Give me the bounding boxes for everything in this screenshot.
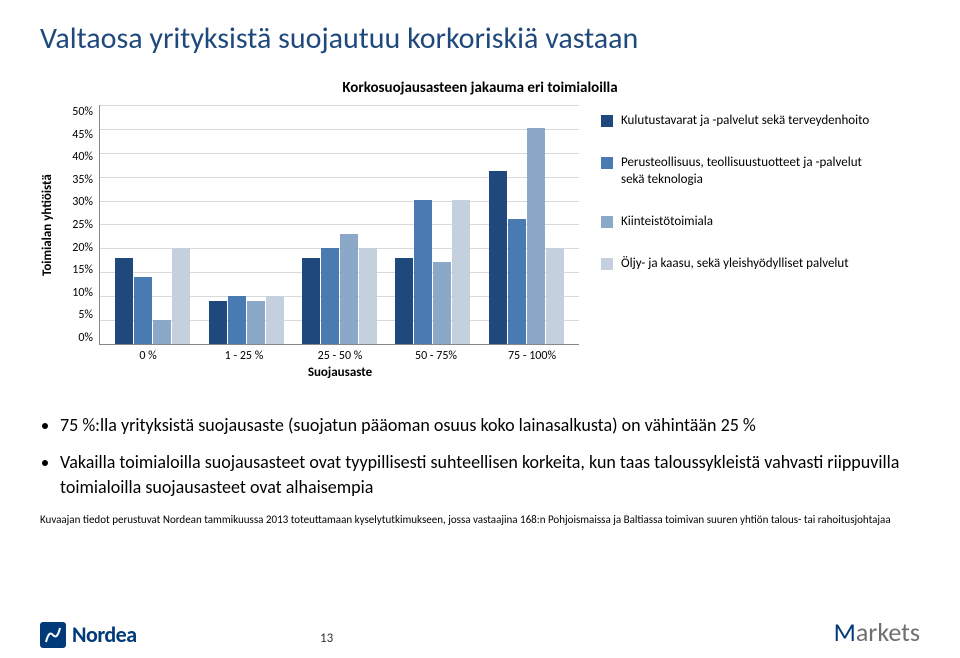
bar bbox=[209, 301, 227, 344]
chart-legend: Kulutustavarat ja -palvelut sekä terveyd… bbox=[601, 105, 881, 272]
legend-label: Kulutustavarat ja -palvelut sekä terveyd… bbox=[621, 113, 869, 129]
legend-item: Kulutustavarat ja -palvelut sekä terveyd… bbox=[601, 113, 881, 129]
legend-swatch bbox=[601, 258, 613, 270]
legend-label: Kiinteistötoimiala bbox=[621, 214, 713, 230]
y-tick: 20% bbox=[59, 241, 93, 255]
bar bbox=[115, 258, 133, 344]
y-axis-label: Toimialan yhtiöistä bbox=[40, 105, 55, 345]
bar bbox=[395, 258, 413, 344]
x-axis-label: Suojausaste bbox=[100, 365, 580, 380]
page-number: 13 bbox=[320, 631, 333, 646]
legend-item: Öljy- ja kaasu, sekä yleishyödylliset pa… bbox=[601, 256, 881, 272]
bar bbox=[546, 248, 564, 344]
chart-container: Korkosuojausasteen jakauma eri toimialoi… bbox=[40, 79, 920, 389]
bullet-list: 75 %:lla yrityksistä suojausaste (suojat… bbox=[60, 413, 920, 501]
bar bbox=[153, 320, 171, 344]
chart-plot bbox=[99, 105, 579, 345]
y-tick: 30% bbox=[59, 195, 93, 209]
chart-title: Korkosuojausasteen jakauma eri toimialoi… bbox=[40, 79, 920, 97]
legend-swatch bbox=[601, 115, 613, 127]
bar bbox=[340, 234, 358, 344]
bar-group bbox=[485, 128, 567, 344]
y-tick: 5% bbox=[59, 308, 93, 322]
x-tick: 25 - 50 % bbox=[299, 349, 381, 363]
x-tick: 50 - 75% bbox=[395, 349, 477, 363]
bar bbox=[172, 248, 190, 344]
bar-group bbox=[392, 200, 474, 344]
y-axis-ticks: 50% 45% 40% 35% 30% 25% 20% 15% 10% 5% 0% bbox=[59, 105, 99, 345]
legend-swatch bbox=[601, 157, 613, 169]
bar bbox=[489, 171, 507, 344]
bullet-item: 75 %:lla yrityksistä suojausaste (suojat… bbox=[60, 413, 920, 438]
markets-logo: Markets bbox=[834, 616, 920, 648]
bar bbox=[414, 200, 432, 344]
bullet-item: Vakailla toimialoilla suojausasteet ovat… bbox=[60, 450, 920, 500]
bar bbox=[452, 200, 470, 344]
footer: Nordea 13 Markets bbox=[40, 616, 920, 648]
y-tick: 0% bbox=[59, 331, 93, 345]
bar bbox=[247, 301, 265, 344]
y-tick: 40% bbox=[59, 150, 93, 164]
slide-title: Valtaosa yrityksistä suojautuu korkorisk… bbox=[40, 20, 920, 57]
bar bbox=[302, 258, 320, 344]
y-tick: 10% bbox=[59, 286, 93, 300]
bar bbox=[321, 248, 339, 344]
y-tick: 25% bbox=[59, 218, 93, 232]
legend-swatch bbox=[601, 216, 613, 228]
y-tick: 15% bbox=[59, 263, 93, 277]
y-tick: 35% bbox=[59, 173, 93, 187]
bar bbox=[433, 262, 451, 344]
bar bbox=[228, 296, 246, 344]
legend-item: Perusteollisuus, teollisuustuotteet ja -… bbox=[601, 155, 881, 188]
footnote: Kuvaajan tiedot perustuvat Nordean tammi… bbox=[40, 513, 920, 527]
bar bbox=[359, 248, 377, 344]
bar-group bbox=[298, 234, 380, 344]
bar-group bbox=[205, 296, 287, 344]
bar bbox=[134, 277, 152, 344]
legend-label: Öljy- ja kaasu, sekä yleishyödylliset pa… bbox=[621, 256, 849, 272]
legend-label: Perusteollisuus, teollisuustuotteet ja -… bbox=[621, 155, 881, 188]
bar bbox=[508, 219, 526, 344]
nordea-logo: Nordea bbox=[40, 621, 137, 648]
x-tick: 75 - 100% bbox=[491, 349, 573, 363]
x-tick: 1 - 25 % bbox=[203, 349, 285, 363]
y-tick: 50% bbox=[59, 105, 93, 119]
bar bbox=[266, 296, 284, 344]
y-tick: 45% bbox=[59, 128, 93, 142]
nordea-wordmark: Nordea bbox=[72, 621, 137, 648]
legend-item: Kiinteistötoimiala bbox=[601, 214, 881, 230]
bar-group bbox=[112, 248, 194, 344]
x-axis-ticks: 0 % 1 - 25 % 25 - 50 % 50 - 75% 75 - 100% bbox=[100, 349, 580, 363]
bar bbox=[527, 128, 545, 344]
x-tick: 0 % bbox=[107, 349, 189, 363]
